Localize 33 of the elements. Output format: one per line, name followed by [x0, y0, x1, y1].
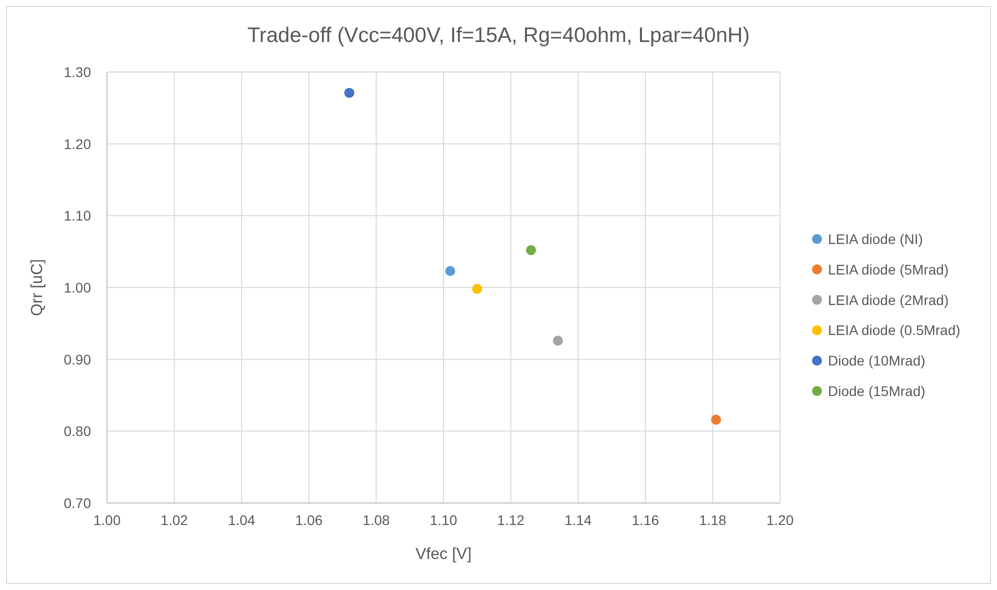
x-tick-label: 1.00 [93, 512, 121, 528]
y-tick-label: 1.10 [64, 208, 92, 224]
point [526, 245, 536, 256]
y-tick-label: 0.80 [64, 423, 92, 440]
y-tick-label: 0.70 [64, 495, 92, 511]
y-tick-label: 0.90 [64, 351, 92, 368]
point [344, 88, 354, 98]
legend-label: Diode (15Mrad) [828, 383, 926, 399]
legend-label: LEIA diode (0.5Mrad) [828, 322, 960, 338]
legend-label: LEIA diode (NI) [828, 231, 923, 247]
x-tick-label: 1.16 [632, 512, 660, 528]
y-tick-label: 1.30 [64, 64, 92, 80]
legend-label: LEIA diode (2Mrad) [828, 292, 949, 308]
point [445, 266, 456, 276]
y-axis-title: Qrr [uC] [29, 259, 46, 316]
chart-title: Trade-off (Vcc=400V, If=15A, Rg=40ohm, Lpar=40nH) [247, 24, 750, 47]
legend-label: Diode (10Mrad) [828, 352, 926, 369]
x-tick-label: 1.10 [430, 512, 458, 528]
point [552, 336, 563, 346]
x-tick-label: 1.20 [766, 512, 794, 528]
x-tick-label: 1.12 [497, 512, 525, 528]
x-tick-label: 1.06 [295, 512, 323, 528]
point [472, 284, 482, 294]
x-tick-label: 1.08 [362, 512, 390, 528]
x-tick-label: 1.02 [160, 512, 188, 528]
x-tick-label: 1.04 [228, 512, 256, 528]
x-tick-label: 1.18 [699, 512, 727, 528]
legend-label: LEIA diode (5Mrad) [828, 261, 949, 278]
x-axis-title: Vfec [V] [415, 546, 472, 563]
y-tick-label: 1.00 [64, 280, 92, 296]
y-tick-label: 1.20 [64, 136, 92, 152]
x-tick-label: 1.14 [564, 512, 592, 528]
point [711, 414, 722, 425]
